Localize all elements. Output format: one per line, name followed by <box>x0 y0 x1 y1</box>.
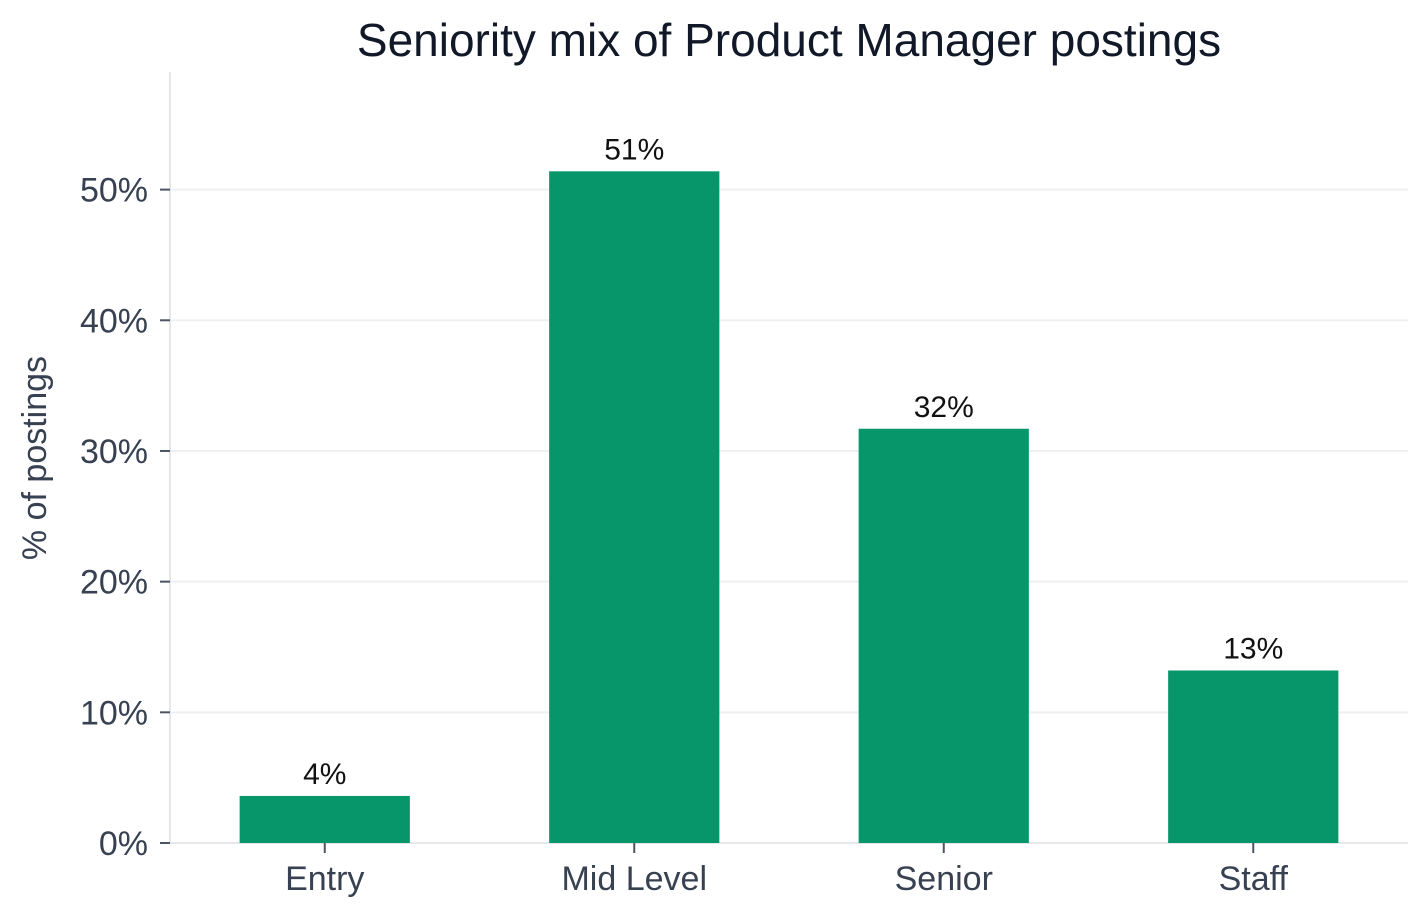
data-label: 32% <box>914 391 974 424</box>
chart-title: Seniority mix of Product Manager posting… <box>357 14 1221 66</box>
x-tick-label: Staff <box>1219 860 1289 898</box>
bar-entry <box>239 795 410 843</box>
bar-staff <box>1168 670 1339 843</box>
bar-mid-level <box>549 171 720 843</box>
bars <box>239 171 1339 843</box>
data-labels: 4% 51% 32% 13% <box>303 133 1283 791</box>
y-tick-label: 40% <box>80 302 148 340</box>
y-tick-label: 0% <box>99 825 148 863</box>
y-tick-label: 10% <box>80 694 148 732</box>
x-tick-label: Entry <box>285 860 364 898</box>
y-tick-label: 30% <box>80 433 148 471</box>
y-tick-label: 20% <box>80 564 148 602</box>
x-ticks: Entry Mid Level Senior Staff <box>285 843 1288 898</box>
data-label: 4% <box>303 758 346 791</box>
bar-senior <box>858 428 1029 843</box>
data-label: 51% <box>604 133 664 166</box>
x-tick-label: Senior <box>895 860 993 898</box>
y-axis-label: % of postings <box>16 356 54 560</box>
y-ticks: 0% 10% 20% 30% 40% 50% <box>80 172 170 863</box>
x-tick-label: Mid Level <box>561 860 707 898</box>
y-tick-label: 50% <box>80 172 148 210</box>
data-label: 13% <box>1223 633 1283 666</box>
